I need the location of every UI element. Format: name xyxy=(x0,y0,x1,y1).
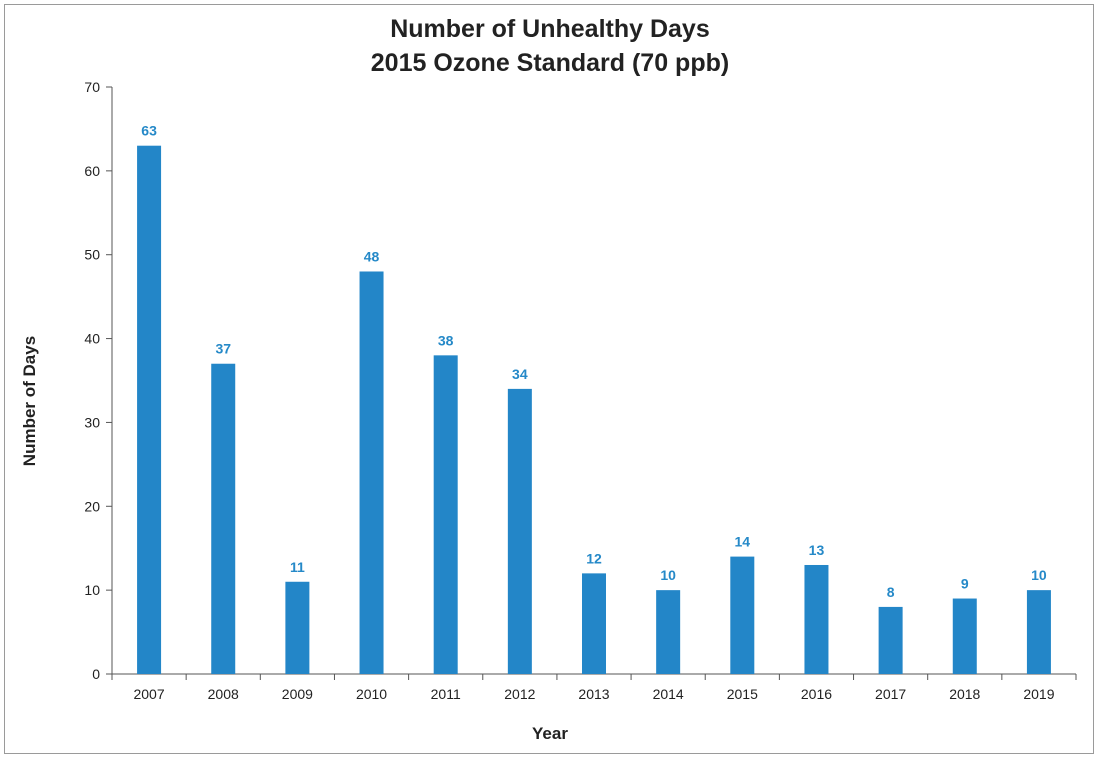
bar xyxy=(285,581,310,674)
data-label: 63 xyxy=(141,123,157,139)
bar xyxy=(582,573,606,674)
data-label: 11 xyxy=(290,559,305,575)
x-tick-label: 2016 xyxy=(801,686,832,702)
data-label: 12 xyxy=(586,550,602,566)
data-label: 48 xyxy=(364,248,380,264)
data-label: 34 xyxy=(512,366,528,382)
x-tick-label: 2010 xyxy=(356,686,387,702)
x-axis-label: Year xyxy=(532,724,568,743)
x-tick-label: 2015 xyxy=(727,686,758,702)
bar xyxy=(211,363,236,674)
y-tick-label: 10 xyxy=(84,582,100,598)
bar xyxy=(952,598,977,674)
bar xyxy=(804,564,829,674)
x-tick-label: 2017 xyxy=(875,686,906,702)
data-label: 14 xyxy=(735,534,751,550)
bar xyxy=(359,271,384,674)
y-tick-label: 20 xyxy=(84,498,100,514)
y-tick-label: 40 xyxy=(84,331,100,347)
y-tick-label: 50 xyxy=(84,247,100,263)
data-label: 8 xyxy=(887,584,895,600)
x-tick-label: 2012 xyxy=(504,686,535,702)
chart-frame xyxy=(4,4,1094,754)
bar xyxy=(1026,590,1051,674)
bar xyxy=(433,355,458,674)
data-label: 13 xyxy=(809,542,825,558)
x-tick-label: 2019 xyxy=(1023,686,1054,702)
y-tick-label: 60 xyxy=(84,163,100,179)
x-tick-label: 2009 xyxy=(282,686,313,702)
data-label: 9 xyxy=(961,576,969,592)
bar xyxy=(656,590,681,674)
x-tick-label: 2011 xyxy=(431,686,461,702)
y-tick-label: 0 xyxy=(92,666,100,682)
bar xyxy=(730,556,755,674)
x-tick-label: 2008 xyxy=(208,686,239,702)
data-label: 37 xyxy=(215,341,231,357)
bar xyxy=(137,145,162,674)
data-label: 10 xyxy=(660,567,676,583)
y-tick-label: 30 xyxy=(84,414,100,430)
chart-subtitle: 2015 Ozone Standard (70 ppb) xyxy=(370,49,730,77)
data-label: 10 xyxy=(1031,567,1047,583)
chart-title: Number of Unhealthy Days xyxy=(390,15,710,43)
x-tick-label: 2013 xyxy=(578,686,609,702)
data-label: 38 xyxy=(438,332,454,348)
x-tick-label: 2007 xyxy=(133,686,164,702)
bar xyxy=(878,606,903,674)
x-tick-label: 2014 xyxy=(653,686,684,702)
x-tick-label: 2018 xyxy=(949,686,980,702)
bar xyxy=(507,388,532,674)
y-tick-label: 70 xyxy=(84,79,100,95)
